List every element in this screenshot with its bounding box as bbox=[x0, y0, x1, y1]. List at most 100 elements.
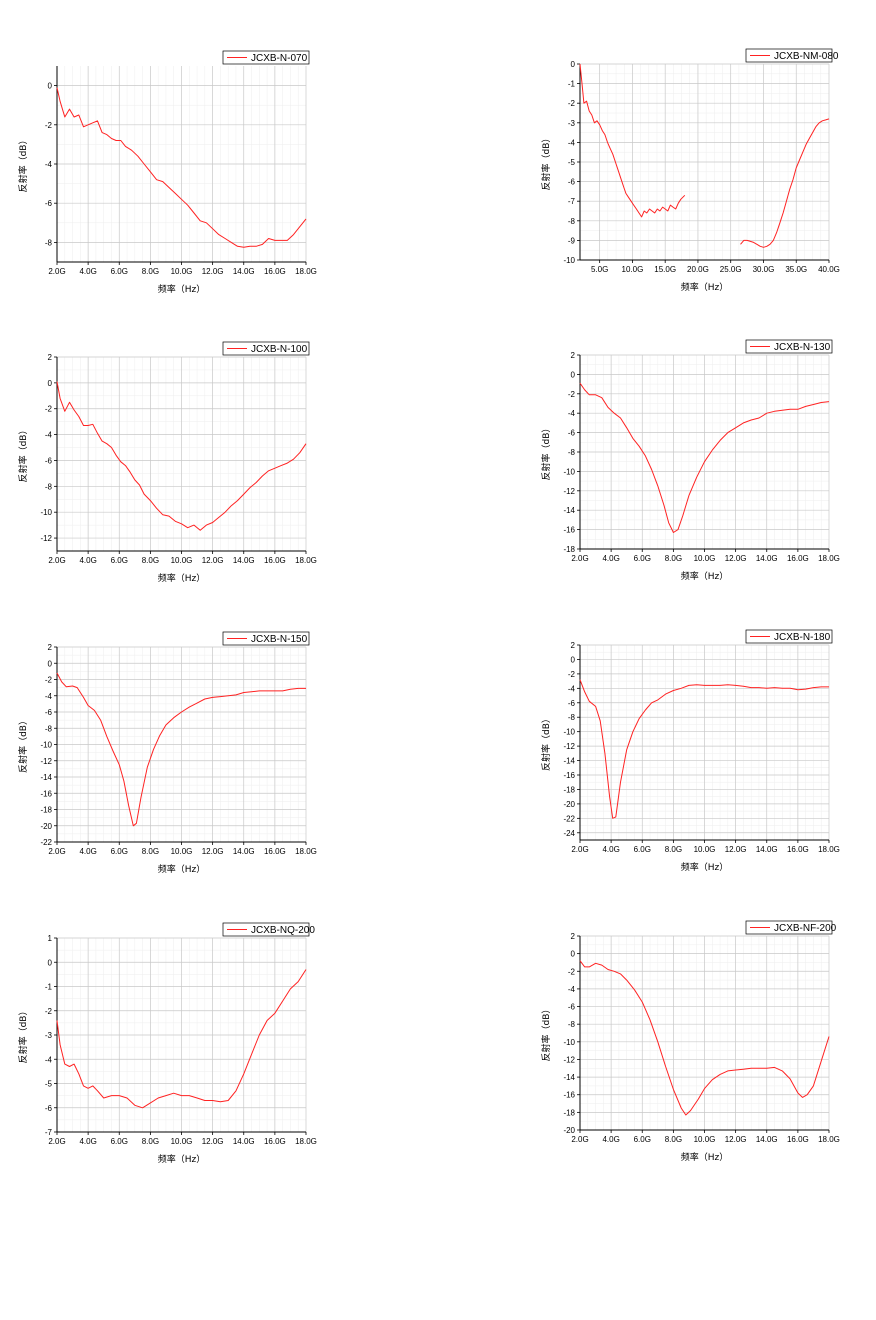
y-tick-label: -20 bbox=[563, 800, 575, 809]
series-line bbox=[56, 381, 307, 531]
x-tick-label: 20.0G bbox=[687, 265, 709, 274]
y-axis-title: 反射率（dB） bbox=[540, 714, 552, 771]
x-tick-label: 6.0G bbox=[634, 845, 651, 854]
y-tick-label: -2 bbox=[45, 676, 53, 685]
y-tick-label: -10 bbox=[40, 741, 52, 750]
x-axis-title: 频率（Hz） bbox=[158, 1153, 206, 1165]
y-tick-label: -7 bbox=[568, 197, 576, 206]
series-line bbox=[579, 382, 830, 533]
x-tick-label: 10.0G bbox=[171, 847, 193, 856]
x-tick-label: 4.0G bbox=[79, 847, 96, 856]
legend-box bbox=[745, 629, 833, 644]
y-tick-label: -6 bbox=[45, 1104, 53, 1113]
y-tick-label: -22 bbox=[563, 814, 575, 823]
x-tick-label: 2.0G bbox=[571, 845, 588, 854]
legend-box bbox=[222, 50, 310, 65]
y-tick-label: -8 bbox=[568, 1020, 576, 1029]
y-tick-label: -12 bbox=[40, 534, 52, 543]
x-tick-label: 16.0G bbox=[264, 267, 286, 276]
x-tick-label: 18.0G bbox=[295, 847, 317, 856]
legend-label: JCXB-N-070 bbox=[251, 53, 308, 64]
x-tick-label: 6.0G bbox=[111, 1137, 128, 1146]
y-tick-label: -12 bbox=[563, 487, 575, 496]
y-tick-label: -6 bbox=[568, 699, 576, 708]
y-axis-title: 反射率（dB） bbox=[17, 1007, 29, 1064]
y-tick-label: -4 bbox=[568, 409, 576, 418]
y-tick-label: -24 bbox=[563, 829, 575, 838]
x-tick-label: 8.0G bbox=[142, 847, 159, 856]
series-line bbox=[56, 969, 307, 1109]
x-axis-title: 频率（Hz） bbox=[158, 283, 206, 295]
x-tick-label: 14.0G bbox=[233, 556, 255, 565]
y-tick-label: -8 bbox=[568, 713, 576, 722]
x-tick-label: 8.0G bbox=[665, 845, 682, 854]
chart-3: 2.0G 4.0G 6.0G 8.0G 10.0G 12.0G 14.0G 16.0G 18.0… bbox=[17, 341, 317, 584]
chart-7: 2.0G 4.0G 6.0G 8.0G 10.0G 12.0G 14.0G 16.0G 18.0… bbox=[17, 922, 317, 1165]
y-tick-label: -2 bbox=[568, 99, 576, 108]
y-axis-title: 反射率（dB） bbox=[540, 1005, 552, 1062]
x-tick-label: 6.0G bbox=[634, 1135, 651, 1144]
x-tick-label: 12.0G bbox=[202, 1137, 224, 1146]
series-line bbox=[579, 960, 830, 1116]
y-tick-label: -14 bbox=[563, 506, 575, 515]
y-tick-label: -6 bbox=[45, 199, 53, 208]
y-tick-label: -20 bbox=[563, 1126, 575, 1135]
y-tick-label: -8 bbox=[45, 724, 53, 733]
y-tick-label: -6 bbox=[568, 1003, 576, 1012]
x-tick-label: 14.0G bbox=[233, 267, 255, 276]
x-tick-label: 4.0G bbox=[79, 556, 96, 565]
y-tick-label: -14 bbox=[563, 757, 575, 766]
y-tick-label: 0 bbox=[571, 370, 576, 379]
x-tick-label: 12.0G bbox=[202, 267, 224, 276]
x-tick-label: 16.0G bbox=[787, 1135, 809, 1144]
y-tick-label: -16 bbox=[40, 789, 52, 798]
y-tick-label: 0 bbox=[48, 82, 53, 91]
chart-5: 2.0G 4.0G 6.0G 8.0G 10.0G 12.0G 14.0G 16.0G 18.0… bbox=[17, 631, 317, 875]
y-tick-label: 2 bbox=[571, 932, 576, 941]
y-tick-label: -12 bbox=[40, 757, 52, 766]
y-tick-label: -6 bbox=[45, 708, 53, 717]
y-tick-label: -5 bbox=[568, 158, 576, 167]
x-tick-label: 18.0G bbox=[295, 1137, 317, 1146]
legend-box bbox=[745, 48, 833, 63]
chart-4: 2.0G 4.0G 6.0G 8.0G 10.0G 12.0G 14.0G 16.0G 18.0… bbox=[540, 339, 840, 582]
y-tick-label: -16 bbox=[563, 771, 575, 780]
x-axis-title: 频率（Hz） bbox=[681, 281, 729, 293]
x-tick-label: 6.0G bbox=[111, 267, 128, 276]
y-tick-label: -4 bbox=[45, 431, 53, 440]
y-tick-label: -10 bbox=[40, 508, 52, 517]
y-tick-label: 2 bbox=[571, 351, 576, 360]
y-tick-label: -14 bbox=[40, 773, 52, 782]
x-tick-label: 25.0G bbox=[720, 265, 742, 274]
x-tick-label: 30.0G bbox=[753, 265, 775, 274]
y-tick-label: -1 bbox=[45, 983, 53, 992]
legend-label: JCXB-NQ-200 bbox=[251, 925, 315, 936]
y-tick-label: -2 bbox=[45, 1007, 53, 1016]
x-tick-label: 4.0G bbox=[602, 554, 619, 563]
y-tick-label: -18 bbox=[40, 806, 52, 815]
x-tick-label: 14.0G bbox=[233, 847, 255, 856]
x-tick-label: 10.0G bbox=[171, 556, 193, 565]
x-tick-label: 18.0G bbox=[818, 554, 840, 563]
x-tick-label: 18.0G bbox=[295, 556, 317, 565]
y-tick-label: -10 bbox=[563, 728, 575, 737]
y-tick-label: -14 bbox=[563, 1073, 575, 1082]
y-tick-label: -10 bbox=[563, 256, 575, 265]
legend-label: JCXB-NM-080 bbox=[774, 51, 839, 62]
x-tick-label: 16.0G bbox=[264, 556, 286, 565]
y-tick-label: 0 bbox=[48, 659, 53, 668]
x-tick-label: 12.0G bbox=[725, 554, 747, 563]
y-tick-label: 0 bbox=[48, 958, 53, 967]
y-tick-label: -4 bbox=[568, 684, 576, 693]
y-tick-label: -8 bbox=[45, 238, 53, 247]
y-tick-label: -4 bbox=[45, 160, 53, 169]
x-tick-label: 2.0G bbox=[571, 554, 588, 563]
y-tick-label: -10 bbox=[563, 1038, 575, 1047]
chart-6: 2.0G 4.0G 6.0G 8.0G 10.0G 12.0G 14.0G 16.0G 18.0… bbox=[540, 629, 840, 873]
x-tick-label: 14.0G bbox=[756, 845, 778, 854]
y-axis-title: 反射率（dB） bbox=[17, 136, 29, 193]
x-tick-label: 14.0G bbox=[233, 1137, 255, 1146]
x-tick-label: 2.0G bbox=[48, 556, 65, 565]
y-tick-label: -6 bbox=[45, 456, 53, 465]
